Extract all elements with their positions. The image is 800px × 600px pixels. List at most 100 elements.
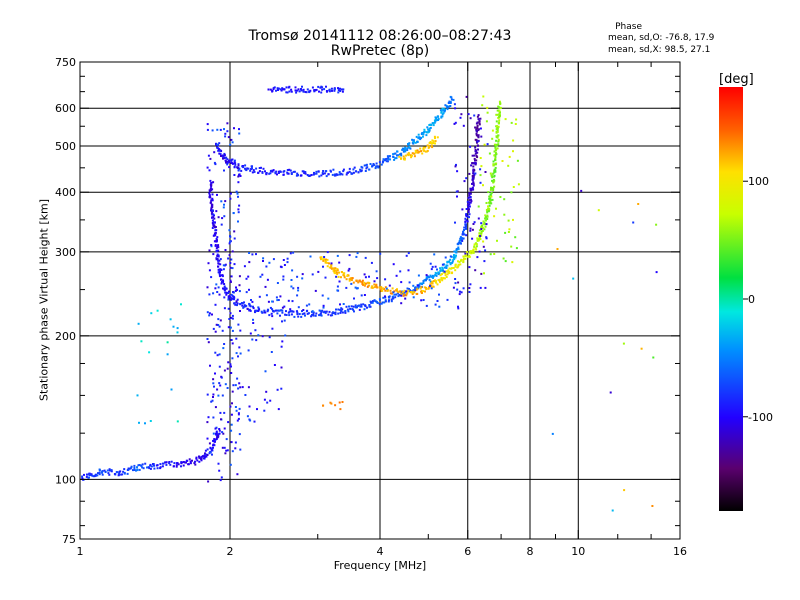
trace-point xyxy=(210,199,213,202)
trace-point xyxy=(466,220,469,223)
trace-point xyxy=(459,237,462,240)
trace-point xyxy=(290,88,293,91)
echo-point xyxy=(652,356,655,359)
trace-point xyxy=(227,290,230,293)
trace-point xyxy=(390,298,393,301)
echo-point xyxy=(473,114,476,117)
trace-point xyxy=(338,271,340,274)
echo-point xyxy=(376,277,379,280)
trace-point xyxy=(420,137,423,139)
trace-point xyxy=(475,130,478,133)
trace-point xyxy=(471,178,474,181)
echo-point xyxy=(478,250,481,253)
echo-point xyxy=(207,154,210,157)
trace-point xyxy=(271,308,274,311)
trace-point xyxy=(397,154,400,157)
trace-point xyxy=(492,189,495,192)
trace-point xyxy=(205,455,208,458)
trace-point xyxy=(406,292,409,295)
trace-point xyxy=(464,225,467,227)
trace-point xyxy=(191,459,193,462)
echo-point xyxy=(224,132,227,135)
echo-point xyxy=(212,181,215,184)
trace-point xyxy=(479,117,482,120)
trace-point xyxy=(304,172,307,175)
echo-point xyxy=(248,405,251,408)
echo-point xyxy=(215,432,217,435)
trace-point xyxy=(296,89,299,92)
trace-point xyxy=(254,310,256,313)
trace-point xyxy=(447,269,450,272)
trace-point xyxy=(215,430,218,433)
trace-point xyxy=(451,271,454,274)
trace-point xyxy=(464,217,467,220)
trace-point xyxy=(342,274,345,277)
trace-point xyxy=(376,286,379,289)
trace-point xyxy=(170,460,173,463)
echo-point xyxy=(281,306,284,309)
echo-point xyxy=(322,404,325,407)
trace-point xyxy=(466,251,469,253)
trace-point xyxy=(495,135,498,138)
echo-point xyxy=(238,204,241,207)
trace-point xyxy=(403,158,406,161)
echo-point xyxy=(224,249,227,251)
trace-point xyxy=(431,280,434,283)
trace-point xyxy=(266,310,269,313)
trace-point xyxy=(381,287,384,290)
trace-point xyxy=(230,297,233,300)
trace-point xyxy=(118,472,121,475)
echo-point xyxy=(469,229,472,232)
trace-point xyxy=(450,96,453,99)
trace-point xyxy=(424,146,427,149)
trace-point xyxy=(439,274,442,277)
trace-point xyxy=(355,170,358,173)
trace-point xyxy=(494,166,497,169)
echo-point xyxy=(468,287,471,289)
trace-point xyxy=(281,87,284,90)
trace-point xyxy=(469,250,472,253)
echo-point xyxy=(609,391,612,394)
trace-point xyxy=(480,226,483,229)
echo-point xyxy=(459,116,462,119)
trace-point xyxy=(220,269,223,271)
echo-point xyxy=(286,257,289,260)
echo-point xyxy=(255,339,258,342)
echo-point xyxy=(484,171,487,173)
echo-point xyxy=(217,462,220,465)
echo-point xyxy=(172,325,175,328)
echo-point xyxy=(512,150,514,153)
echo-point xyxy=(314,289,317,292)
trace-point xyxy=(472,162,475,165)
echo-point xyxy=(261,273,264,276)
trace-point xyxy=(430,281,433,284)
trace-point xyxy=(210,185,213,188)
trace-point xyxy=(496,125,499,128)
trace-point xyxy=(460,242,462,245)
echo-point xyxy=(229,266,232,269)
trace-point xyxy=(265,173,268,176)
trace-point xyxy=(484,223,487,226)
echo-point xyxy=(479,157,482,159)
echo-point xyxy=(323,256,326,258)
trace-point xyxy=(133,469,136,471)
trace-point xyxy=(373,164,376,167)
trace-point xyxy=(101,473,104,476)
trace-point xyxy=(210,207,213,210)
trace-point xyxy=(444,274,447,277)
trace-point xyxy=(328,310,331,313)
echo-point xyxy=(212,432,215,435)
trace-point xyxy=(322,172,325,175)
trace-point xyxy=(321,88,324,91)
echo-point xyxy=(210,276,213,279)
trace-point xyxy=(97,472,99,475)
trace-point xyxy=(396,292,399,295)
trace-point xyxy=(408,288,410,290)
trace-point xyxy=(285,310,287,313)
trace-point xyxy=(446,273,449,276)
trace-point xyxy=(386,289,389,292)
trace-point xyxy=(410,156,413,159)
trace-point xyxy=(463,233,466,236)
trace-point xyxy=(453,258,456,260)
trace-point xyxy=(497,125,500,128)
